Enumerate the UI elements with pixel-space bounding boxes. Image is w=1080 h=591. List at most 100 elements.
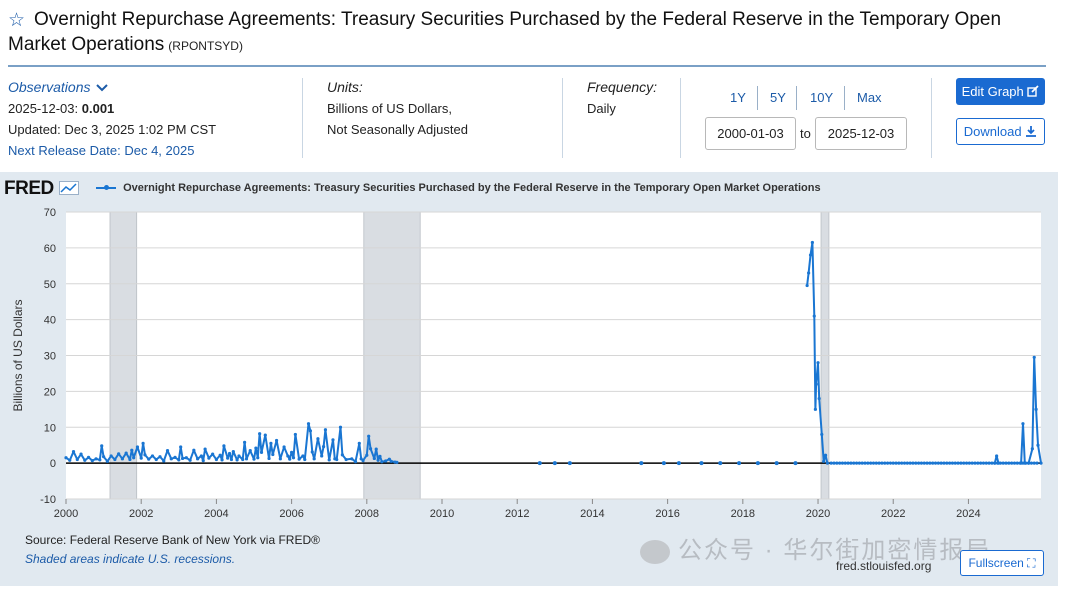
next-release-link[interactable]: Next Release Date: Dec 4, 2025: [8, 143, 195, 158]
data-point: [323, 428, 328, 432]
data-point: [368, 447, 373, 451]
data-point: [180, 456, 185, 461]
data-point: [914, 461, 918, 465]
data-point: [335, 457, 339, 462]
data-point: [353, 460, 358, 464]
end-date-input[interactable]: 2025-12-03: [815, 117, 907, 150]
data-point: [327, 458, 331, 462]
data-point: [874, 461, 878, 465]
line-chart[interactable]: -10 0 10 20 30 40 50 60 70 2000 2002 2004 2006 2008 20…: [0, 195, 1058, 525]
data-point: [816, 361, 820, 365]
data-point: [866, 461, 870, 465]
data-point: [832, 461, 836, 465]
range-separator: [796, 86, 797, 110]
data-point: [936, 461, 940, 465]
x-tick-label: 2024: [956, 508, 980, 520]
column-divider: [680, 78, 681, 158]
download-label: Download: [963, 124, 1022, 139]
data-point: [869, 461, 873, 465]
expand-icon: ⛶: [1027, 556, 1036, 570]
page-title-line-2: Market Operations: [8, 34, 165, 55]
edit-graph-button[interactable]: Edit Graph: [956, 78, 1045, 105]
x-tick-label: 2020: [806, 508, 830, 520]
data-point: [639, 461, 644, 466]
data-point: [130, 448, 134, 452]
data-point: [102, 455, 106, 459]
data-point: [192, 448, 196, 452]
observation-value: 0.001: [81, 101, 115, 116]
data-point: [227, 451, 232, 456]
data-point: [357, 441, 361, 445]
fullscreen-button[interactable]: Fullscreen ⛶: [960, 550, 1044, 576]
data-point: [1018, 461, 1022, 465]
data-point: [340, 453, 344, 457]
frequency-value: Daily: [587, 101, 616, 116]
observations-dropdown[interactable]: Observations: [8, 77, 216, 98]
data-point: [316, 437, 320, 441]
x-tick-label: 2004: [204, 508, 228, 520]
data-point: [1015, 461, 1019, 465]
data-point: [962, 461, 966, 465]
data-point: [950, 461, 955, 465]
download-button[interactable]: Download: [956, 118, 1045, 145]
data-point: [871, 461, 876, 465]
data-point: [79, 452, 83, 456]
data-point: [267, 456, 271, 461]
data-point: [259, 450, 264, 454]
data-point: [883, 461, 887, 465]
data-point: [303, 457, 307, 462]
data-point: [162, 459, 166, 463]
data-point: [263, 433, 267, 437]
data-point: [147, 457, 151, 461]
download-icon: [1026, 126, 1037, 137]
data-point: [271, 452, 275, 457]
x-tick-label: 2014: [580, 508, 604, 520]
x-tick-label: 2006: [279, 508, 303, 520]
x-tick-label: 2000: [54, 508, 78, 520]
data-point: [237, 454, 241, 458]
data-point: [843, 461, 847, 465]
range-max-link[interactable]: Max: [857, 90, 882, 105]
data-point: [900, 461, 904, 465]
data-point: [94, 457, 98, 461]
data-point: [301, 454, 305, 458]
data-point: [282, 445, 286, 449]
data-point: [928, 461, 932, 465]
data-point: [312, 457, 316, 461]
favorite-star-icon[interactable]: ☆: [8, 10, 26, 31]
data-point: [75, 457, 79, 462]
data-point: [661, 461, 666, 466]
range-10y-link[interactable]: 10Y: [810, 90, 834, 105]
data-point: [820, 432, 824, 437]
data-point: [931, 461, 935, 465]
data-point: [293, 432, 297, 437]
chart-line-icon: [58, 181, 79, 195]
data-point: [71, 450, 76, 454]
data-point: [1007, 461, 1011, 465]
range-5y-link[interactable]: 5Y: [770, 90, 786, 105]
data-point: [979, 461, 983, 465]
data-point: [158, 455, 162, 459]
data-point: [933, 461, 938, 465]
data-point: [676, 461, 681, 466]
range-1y-link[interactable]: 1Y: [730, 90, 746, 105]
range-separator: [757, 86, 758, 110]
data-point: [973, 461, 977, 465]
start-date-input[interactable]: 2000-01-03: [705, 117, 796, 150]
column-divider: [302, 78, 303, 158]
data-point: [948, 461, 952, 465]
latest-observation: 2025-12-03: 0.001: [8, 98, 216, 119]
data-point: [389, 459, 393, 463]
data-point: [939, 461, 943, 465]
data-point: [139, 456, 143, 460]
wechat-icon: [640, 539, 670, 564]
data-point: [793, 461, 798, 466]
units-line-1: Billions of US Dollars,: [327, 101, 452, 116]
edit-icon: [1027, 85, 1040, 97]
y-tick-label: -10: [40, 494, 56, 506]
data-point: [1024, 461, 1028, 465]
data-point: [990, 461, 994, 465]
source-text: Source: Federal Reserve Bank of New York…: [25, 533, 320, 547]
data-point: [68, 458, 72, 462]
data-point: [207, 456, 211, 460]
